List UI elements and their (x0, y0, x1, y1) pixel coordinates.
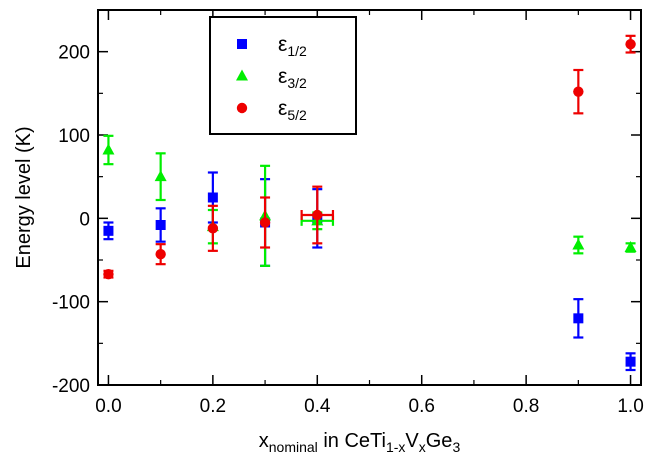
data-point (625, 356, 636, 367)
x-tick-label: 0.0 (95, 396, 121, 417)
ticks-layer: 0.0 0.2 0.4 0.6 0.8 1.0 -200 -100 0 100 200 (52, 9, 644, 417)
data-point (155, 248, 166, 260)
y-axis-label: Energy level (K) (13, 126, 35, 268)
x-tick-label: 0.2 (200, 396, 226, 417)
plot-area-frame (97, 9, 642, 386)
data-point (573, 86, 584, 97)
data-point (572, 238, 585, 250)
x-tick-label: 0.6 (409, 396, 435, 417)
x-tick-label: 1.0 (617, 396, 643, 417)
data-point (624, 241, 637, 252)
data-point (154, 170, 167, 182)
data-point (103, 268, 114, 280)
series-5-2 (103, 34, 636, 280)
x-tick-label: 0.8 (513, 396, 539, 417)
y-tick-label: -200 (52, 376, 90, 397)
x-tick-label: 0.4 (304, 396, 331, 417)
legend-marker (236, 102, 248, 114)
data-point (312, 209, 323, 221)
series-layer (102, 34, 637, 372)
legend-box (209, 16, 357, 135)
legend-label: ε3/2 (278, 65, 307, 91)
y-tick-label: 200 (58, 43, 90, 64)
data-point (102, 143, 115, 155)
data-point (103, 225, 114, 236)
data-point (207, 192, 218, 203)
legend-label: ε1/2 (278, 33, 307, 59)
x-axis-label: xnominal in CeTi1-xVxGe3 (259, 430, 461, 455)
y-tick-label: 100 (58, 126, 90, 147)
data-point (259, 217, 271, 228)
data-point (625, 38, 636, 50)
legend-marker (237, 39, 247, 49)
y-tick-label: -100 (52, 293, 90, 314)
data-point (573, 313, 584, 324)
legend-marker (236, 69, 248, 81)
series-1-2 (103, 171, 636, 372)
data-point (207, 223, 219, 234)
y-tick-label: 0 (79, 209, 90, 230)
legend: ε1/2 ε3/2 ε5/2 (209, 16, 357, 135)
data-point (155, 220, 166, 230)
series-3-2 (102, 134, 637, 267)
legend-label: ε5/2 (278, 97, 307, 123)
